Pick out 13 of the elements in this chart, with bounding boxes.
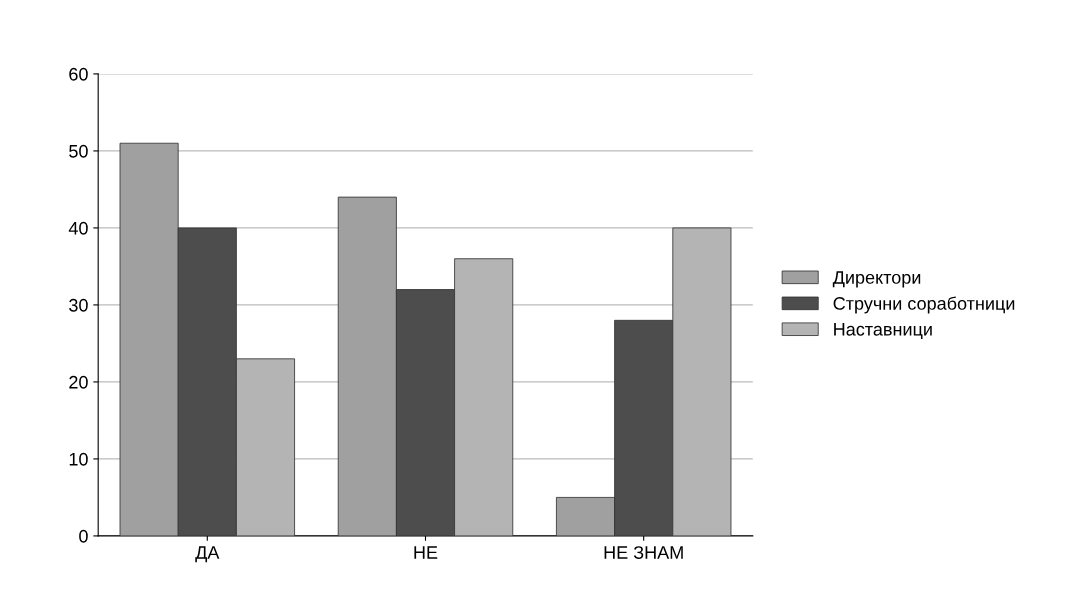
y-tick-label: 0 (79, 529, 88, 543)
y-tick-label: 20 (69, 375, 88, 389)
y-tick-label: 30 (69, 298, 88, 312)
x-tick-label: НЕ ЗНАМ (604, 546, 683, 559)
x-tick-label: ДА (195, 546, 220, 563)
y-tick-label: 40 (68, 221, 88, 235)
x-tick-label: НЕ (414, 546, 438, 559)
y-tick-label: 50 (69, 144, 88, 158)
y-tick-label: 10 (69, 452, 88, 466)
legend-label: Директори (832, 271, 921, 288)
legend-label: Наставници (834, 323, 932, 340)
legend-label: Стручни соработници (833, 296, 1015, 314)
y-tick-label: 60 (69, 67, 88, 81)
